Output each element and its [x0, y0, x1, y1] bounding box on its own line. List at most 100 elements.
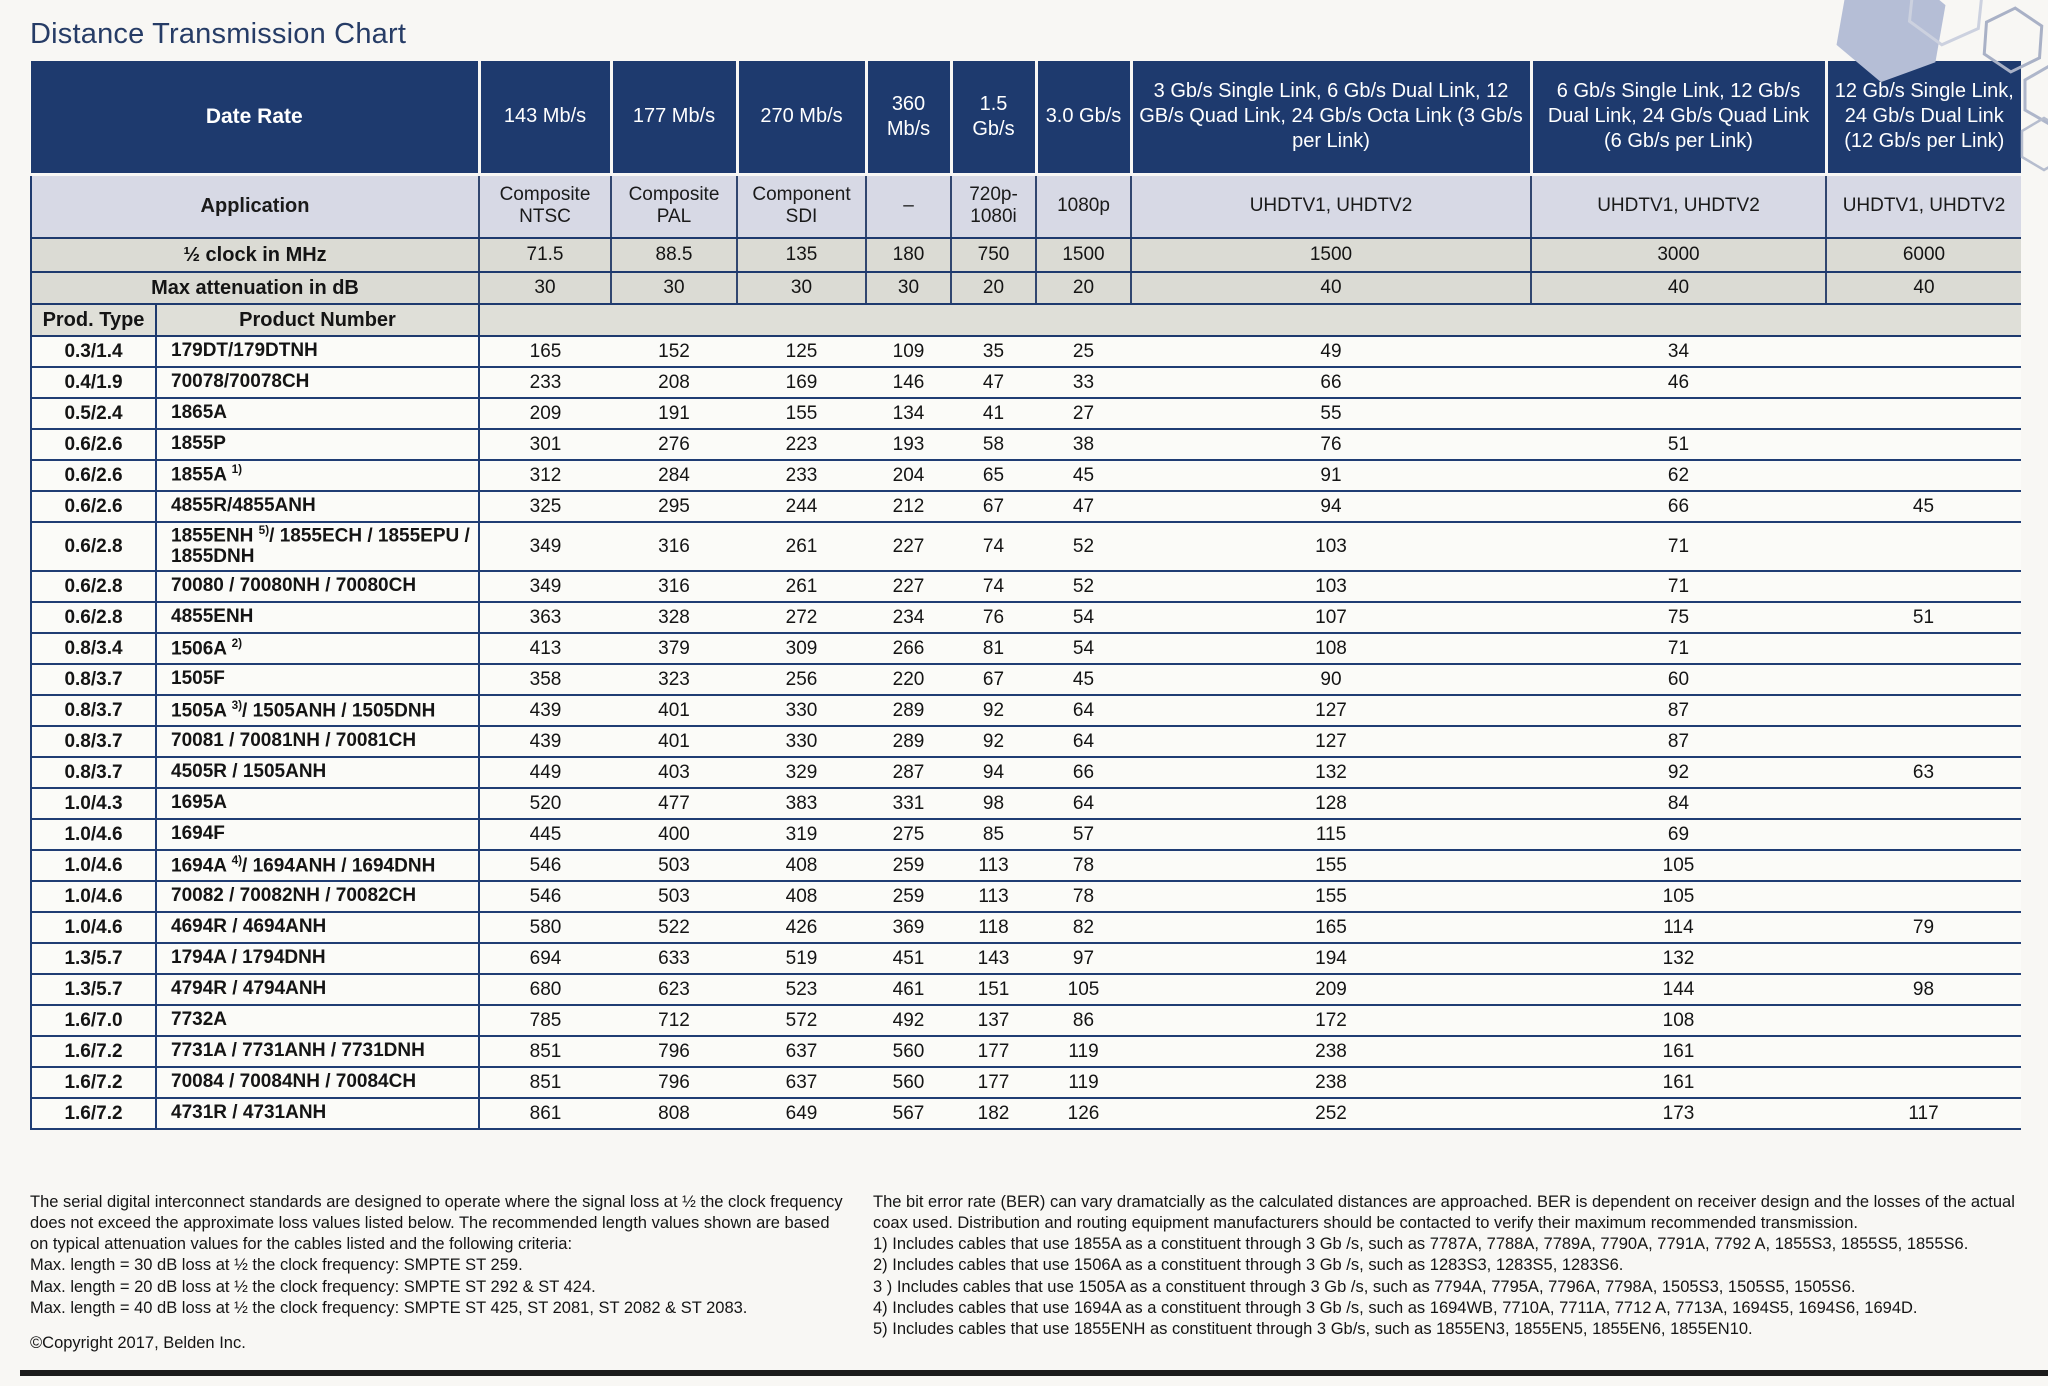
- distance-cell: 295: [611, 491, 737, 523]
- distance-cell: 105: [1531, 881, 1826, 914]
- prod-type-cell: 1.6/7.2: [30, 1098, 157, 1131]
- distance-cell: 712: [611, 1005, 737, 1038]
- application-cell: Composite NTSC: [478, 174, 611, 239]
- distance-cell: 107: [1131, 602, 1531, 635]
- distance-cell: 328: [611, 602, 737, 635]
- distance-cell: 238: [1131, 1067, 1531, 1100]
- distance-cell: 64: [1036, 695, 1131, 728]
- application-cell: Composite PAL: [610, 174, 737, 239]
- distance-cell: 439: [479, 695, 611, 728]
- distance-cell: 325: [479, 491, 611, 523]
- distance-cell: 560: [866, 1036, 951, 1069]
- product-number-cell: 1505F: [156, 664, 480, 697]
- page-title: Distance Transmission Chart: [30, 18, 407, 50]
- distance-cell: 408: [737, 881, 866, 914]
- distance-cell: 87: [1531, 695, 1826, 728]
- distance-cell: [1826, 664, 2021, 697]
- distance-cell: 649: [737, 1098, 866, 1131]
- hexagon-outline-icon: [1907, 0, 1985, 47]
- prod-type-cell: 1.0/4.6: [30, 912, 157, 945]
- distance-cell: 45: [1036, 664, 1131, 697]
- distance-cell: 74: [951, 571, 1036, 604]
- prod-type-cell: 1.3/5.7: [30, 974, 157, 1007]
- data-rate-column-header: 1.5 Gb/s: [949, 61, 1036, 176]
- product-number-cell: 70081 / 70081NH / 70081CH: [156, 726, 480, 759]
- distance-cell: [1826, 398, 2021, 430]
- distance-cell: 64: [1036, 726, 1131, 759]
- distance-cell: 34: [1531, 336, 1826, 368]
- footnote-item-2: 2) Includes cables that use 1506A as a c…: [873, 1256, 1624, 1275]
- distance-cell: 41: [951, 398, 1036, 430]
- application-cell: Component SDI: [736, 174, 866, 239]
- product-row: 1.3/5.7 4794R / 4794ANH 680 623 523 461 151 105…: [30, 974, 2021, 1007]
- distance-cell: 567: [866, 1098, 951, 1131]
- distance-cell: 227: [866, 522, 951, 573]
- half-clock-label: ½ clock in MHz: [30, 238, 479, 273]
- distance-cell: 785: [479, 1005, 611, 1038]
- distance-cell: 182: [951, 1098, 1036, 1131]
- application-cell: 720p- 1080i: [950, 174, 1036, 239]
- distance-cell: 103: [1131, 522, 1531, 573]
- distance-cell: 84: [1531, 788, 1826, 821]
- distance-cell: 319: [737, 819, 866, 852]
- distance-cell: 301: [479, 429, 611, 461]
- application-cell: 1080p: [1035, 174, 1131, 239]
- footnote-item-3: 3 ) Includes cables that use 1505A as a …: [873, 1277, 1856, 1296]
- prod-type-cell: 0.8/3.7: [30, 664, 157, 697]
- distance-cell: 796: [611, 1036, 737, 1069]
- distance-cell: 103: [1131, 571, 1531, 604]
- prod-type-cell: 1.3/5.7: [30, 943, 157, 976]
- distance-cell: 55: [1131, 398, 1531, 430]
- product-number-cell: 1855ENH 5)/ 1855ECH / 1855EPU / 1855DNH: [156, 522, 480, 573]
- application-cell: UHDTV1, UHDTV2: [1130, 174, 1531, 239]
- distance-cell: 127: [1131, 726, 1531, 759]
- distance-cell: 623: [611, 974, 737, 1007]
- product-number-cell: 70078/70078CH: [156, 367, 480, 399]
- footnote-marker: 5): [258, 524, 270, 537]
- distance-cell: 86: [1036, 1005, 1131, 1038]
- distance-cell: 58: [951, 429, 1036, 461]
- distance-cell: 208: [611, 367, 737, 399]
- distance-cell: 45: [1826, 491, 2021, 523]
- product-number-cell: 70080 / 70080NH / 70080CH: [156, 571, 480, 604]
- product-row: 1.6/7.2 70084 / 70084NH / 70084CH 851 796 63…: [30, 1067, 2021, 1100]
- distance-cell: 94: [1131, 491, 1531, 523]
- product-number-cell: 4731R / 4731ANH: [156, 1098, 480, 1131]
- distance-cell: 151: [951, 974, 1036, 1007]
- distance-cell: 233: [479, 367, 611, 399]
- prod-type-cell: 0.8/3.4: [30, 633, 157, 666]
- product-row: 0.3/1.4 179DT/179DTNH 165 152 125 109 35 25 49 34: [30, 336, 2021, 368]
- distance-cell: 113: [951, 850, 1036, 883]
- distance-cell: 358: [479, 664, 611, 697]
- distance-cell: 309: [737, 633, 866, 666]
- distance-cell: [1826, 943, 2021, 976]
- data-rate-column-header: 3 Gb/s Single Link, 6 Gb/s Dual Link, 12…: [1129, 61, 1531, 176]
- data-rate-row: Date Rate 143 Mb/s 177 Mb/s 270 Mb/s 360 Mb…: [31, 61, 2021, 176]
- max-attenuation-label: Max attenuation in dB: [30, 272, 479, 305]
- product-number-cell: 4694R / 4694ANH: [156, 912, 480, 945]
- application-label: Application: [30, 174, 479, 239]
- distance-cell: [1826, 633, 2021, 666]
- prod-type-cell: 0.8/3.7: [30, 757, 157, 790]
- distance-cell: 519: [737, 943, 866, 976]
- distance-cell: 451: [866, 943, 951, 976]
- prod-type-cell: 0.3/1.4: [30, 336, 157, 368]
- distance-cell: 152: [611, 336, 737, 368]
- distance-cell: 161: [1531, 1067, 1826, 1100]
- prod-type-cell: 0.5/2.4: [30, 398, 157, 430]
- distance-cell: 25: [1036, 336, 1131, 368]
- distance-cell: 57: [1036, 819, 1131, 852]
- distance-cell: 165: [1131, 912, 1531, 945]
- prod-type-cell: 0.6/2.8: [30, 571, 157, 604]
- product-number-cell: 1695A: [156, 788, 480, 821]
- distance-cell: 134: [866, 398, 951, 430]
- distance-cell: 572: [737, 1005, 866, 1038]
- product-row: 0.6/2.8 1855ENH 5)/ 1855ECH / 1855EPU / 1…: [30, 522, 2021, 573]
- product-header-filler: [479, 304, 2021, 337]
- prod-type-cell: 0.4/1.9: [30, 367, 157, 399]
- prod-type-cell: 0.6/2.6: [30, 491, 157, 523]
- distance-cell: 403: [611, 757, 737, 790]
- distance-cell: 323: [611, 664, 737, 697]
- half-clock-cell: 1500: [1130, 238, 1531, 273]
